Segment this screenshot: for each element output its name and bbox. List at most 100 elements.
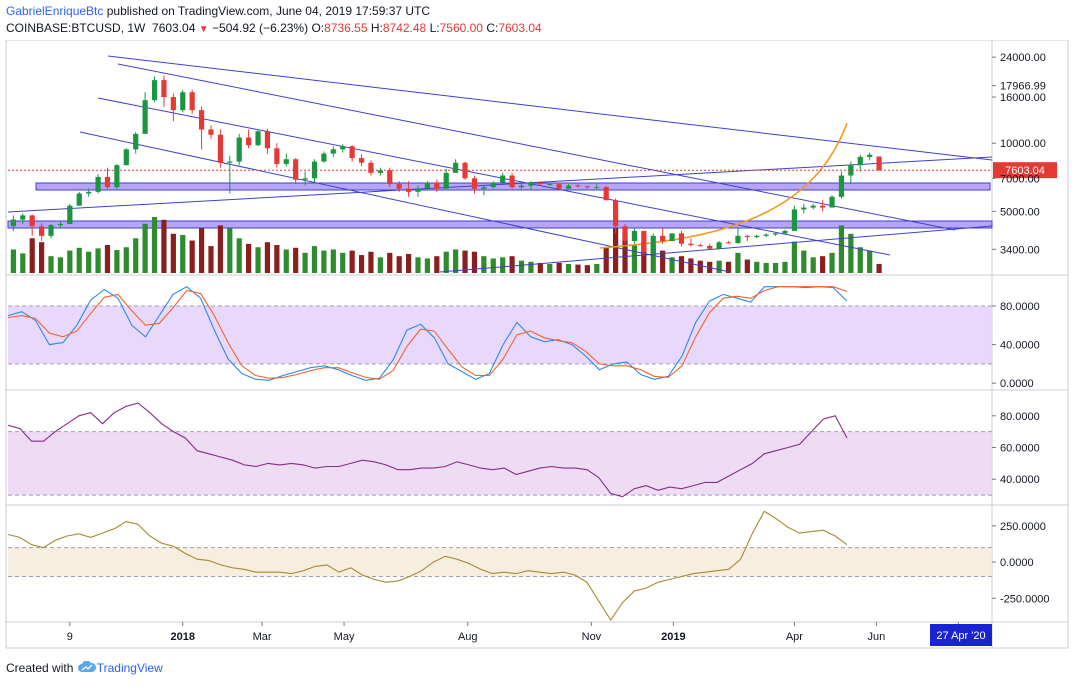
cloud-icon [77, 660, 96, 672]
trendline-5 [7, 156, 993, 213]
candle-body [622, 226, 628, 242]
open-label: O: [311, 21, 325, 35]
candle-body [368, 162, 374, 173]
candle-body [180, 92, 186, 111]
parabolic-curve [599, 122, 848, 249]
time-tick-label: Apr [786, 631, 803, 643]
open-value: 8736.55 [324, 21, 368, 35]
candle-body [86, 191, 92, 194]
candle-body [735, 235, 741, 244]
trendline-6 [439, 225, 993, 273]
candle-body [67, 205, 73, 224]
volume-bar [669, 257, 675, 273]
volume-bar [246, 243, 252, 273]
candle-body [227, 161, 233, 163]
indicator-tick-label: 60.0000 [1000, 443, 1040, 455]
volume-bar [697, 260, 703, 273]
candle-body [707, 245, 713, 249]
candle-body [660, 235, 666, 242]
trendline-4 [79, 131, 731, 273]
publish-date: published on TradingView.com, June 04, 2… [106, 4, 431, 18]
price-tick-label: 24000.00 [1000, 52, 1046, 64]
volume-bar [170, 233, 176, 273]
author-link[interactable]: GabrielEnriqueBtc [6, 4, 104, 18]
volume-bar [255, 247, 261, 273]
candle-body [246, 137, 252, 146]
volume-bar [396, 256, 402, 273]
volume-bar [603, 247, 609, 273]
volume-bar [123, 247, 129, 273]
volume-bar [67, 250, 73, 273]
candle-body [678, 233, 685, 244]
volume-bar [133, 238, 139, 273]
candle-body [48, 225, 54, 236]
symbol-info: COINBASE:BTCUSD, 1W 7603.04 ▼ −504.92 (−… [6, 21, 542, 35]
volume-bar [57, 257, 64, 273]
trendline-3 [97, 97, 891, 256]
volume-bar [547, 264, 553, 273]
candle-body [76, 193, 82, 206]
volume-bar [142, 223, 148, 273]
time-tick-label: Aug [458, 631, 478, 643]
volume-bar [867, 250, 873, 273]
indicator-series-line [7, 286, 848, 380]
candle-body [763, 234, 769, 236]
price-tick-label: 16000.00 [1000, 92, 1046, 104]
symbol-name: COINBASE:BTCUSD, 1W [6, 21, 146, 35]
volume-bar [462, 250, 468, 273]
cursor-date-label: 27 Apr '20 [936, 630, 985, 642]
volume-bar [217, 225, 223, 273]
indicator-tick-label: 250.0000 [1000, 521, 1046, 533]
candle-body [481, 187, 487, 189]
candle-body [810, 205, 816, 208]
candle-body [500, 175, 506, 183]
indicator-series-line [7, 510, 848, 622]
volume-bar [481, 256, 487, 273]
indicator-tick-label: 40.0000 [1000, 474, 1040, 486]
trendline-2 [117, 63, 956, 231]
candle-body [556, 184, 562, 189]
volume-bar [264, 242, 271, 273]
candle-body [142, 100, 148, 134]
time-tick-label: 9 [67, 631, 73, 643]
volume-bar [104, 245, 111, 273]
time-tick-label: 2019 [661, 631, 685, 643]
volume-bar [791, 241, 797, 273]
volume-bar [387, 252, 393, 273]
volume-bar [274, 245, 280, 273]
candle-body [302, 178, 308, 180]
candle-body [876, 156, 882, 171]
volume-bar [471, 251, 478, 273]
candle-body [867, 154, 873, 157]
volume-bar [575, 264, 581, 273]
time-tick-label: May [334, 631, 355, 643]
candle-body [782, 230, 788, 234]
volume-bar [321, 250, 327, 273]
candle-body [603, 187, 609, 201]
volume-bar [584, 265, 590, 273]
tradingview-link[interactable]: TradingView [96, 661, 163, 675]
volume-bar [735, 252, 741, 273]
trendline-1 [107, 55, 993, 161]
time-tick-label: Jun [868, 631, 886, 643]
candle-body [791, 209, 797, 231]
volume-bar [10, 249, 16, 273]
volume-bar [293, 247, 299, 273]
volume-bar [208, 246, 214, 273]
volume-bar [801, 250, 807, 273]
last-price-tag-label: 7603.04 [1005, 165, 1045, 177]
candle-body [688, 243, 694, 246]
indicator-tick-label: 80.0000 [1000, 301, 1040, 313]
candle-body [274, 148, 280, 164]
candle-body [641, 230, 647, 253]
candle-body [283, 159, 289, 164]
candle-body [133, 133, 139, 150]
candle-body [613, 200, 619, 227]
candle-body [471, 178, 478, 189]
candle-body [434, 182, 440, 189]
candle-body [547, 184, 553, 186]
candle-body [565, 185, 572, 189]
volume-bar [189, 240, 195, 273]
